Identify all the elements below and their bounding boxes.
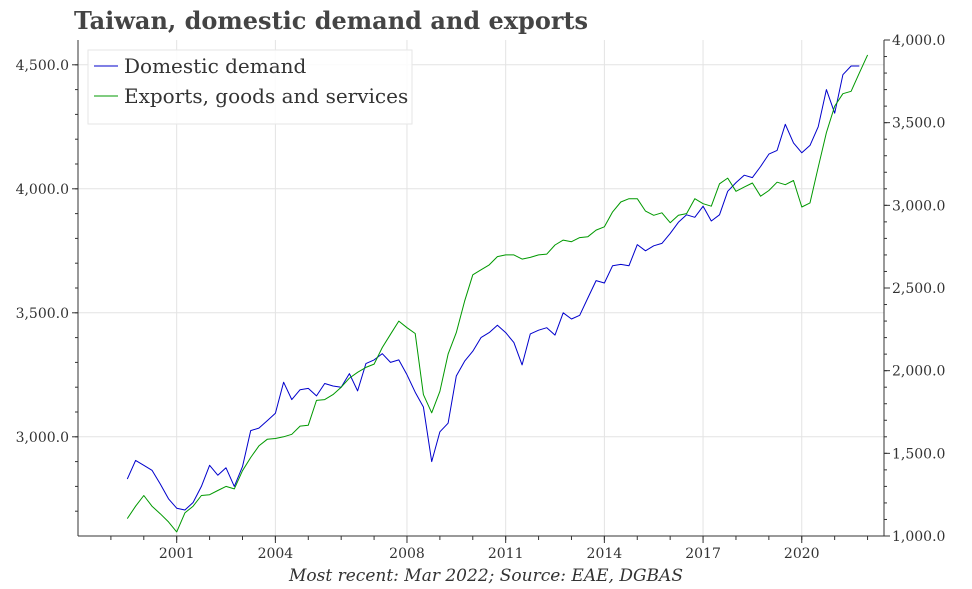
legend: Domestic demand Exports, goods and servic… [87,49,413,125]
chart-title: Taiwan, domestic demand and exports [74,6,589,35]
y-right-tick-label: 2,500.0 [892,281,945,297]
x-tick-label: 2008 [389,546,425,562]
y-right-tick-label: 3,000.0 [892,198,945,214]
x-tick-label: 2001 [159,546,195,562]
series-lines [126,54,869,533]
x-tick-label: 2017 [685,546,721,562]
domestic-demand-line [126,65,860,511]
x-tick-label: 2011 [488,546,524,562]
y-right-tick-label: 1,000.0 [892,529,945,545]
x-tick-label: 2004 [258,546,294,562]
y-left-tick-label: 3,000.0 [16,430,69,446]
y-left-tick-label: 3,500.0 [16,306,69,322]
x-tick-label: 2020 [784,546,820,562]
x-tick-label: 2014 [587,546,623,562]
legend-label: Domestic demand [124,54,307,78]
y-left-tick-label: 4,500.0 [16,58,69,74]
axes: 2001 2004 2008 2011 2014 2017 2020 3,000.0 3,500… [16,33,946,562]
legend-label: Exports, goods and services [124,84,408,108]
source-note: Most recent: Mar 2022; Source: EAE, DGBA… [289,566,683,586]
exports-line [126,54,869,533]
y-right-tick-label: 4,000.0 [892,33,945,49]
y-right-tick-label: 1,500.0 [892,446,945,462]
y-left-tick-label: 4,000.0 [16,182,69,198]
y-right-tick-label: 3,500.0 [892,116,945,132]
legend-box [87,49,413,125]
y-right-tick-label: 2,000.0 [892,364,945,380]
